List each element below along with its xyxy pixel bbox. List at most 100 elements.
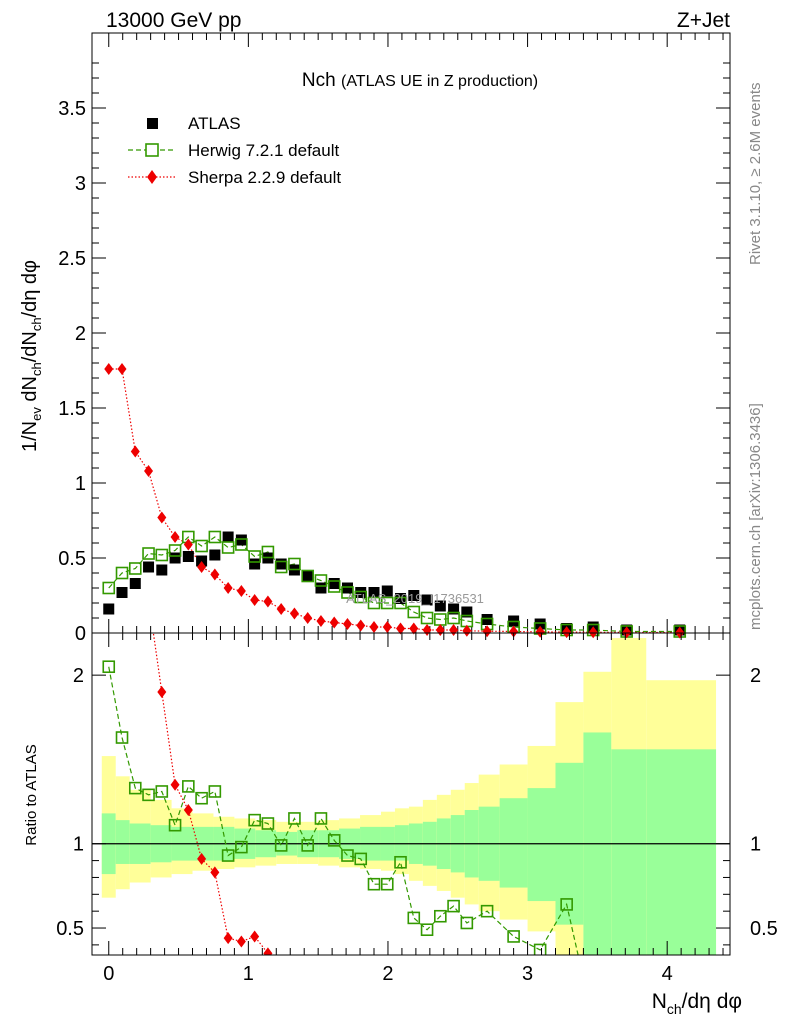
ratio-herwig-point [102, 660, 116, 674]
sherpa-point [170, 531, 180, 543]
herwig-point [354, 590, 368, 604]
herwig-point [168, 544, 182, 557]
ratio-herwig-point [221, 849, 235, 862]
ratio-herwig-point [235, 840, 248, 854]
atlas-point [421, 594, 433, 606]
atlas-point [534, 618, 546, 630]
herwig-point [367, 596, 381, 610]
sherpa-point [183, 538, 193, 551]
ratio-herwig-point [261, 817, 275, 830]
atlas-point [235, 534, 247, 546]
atlas-point [341, 582, 353, 594]
herwig-line [108, 536, 680, 633]
herwig-point [380, 596, 394, 610]
main-panel: 0 0.5 1 1.5 2 2.5 3 3.5 [58, 32, 731, 645]
band-inner [394, 825, 409, 861]
herwig-point [195, 539, 208, 553]
herwig-point [274, 560, 288, 574]
ratio-xtick-label: 4 [662, 963, 673, 985]
atlas-point [368, 587, 380, 598]
atlas-point [222, 531, 234, 543]
herwig-point [288, 557, 301, 571]
ratio-herwig-point [168, 818, 182, 832]
main-ytick-label: 3.5 [58, 98, 86, 120]
sherpa-point [276, 603, 286, 615]
ratio-xtick-label: 1 [243, 963, 254, 985]
mcplots-label: mcplots.cern.ch [arXiv:1306.3436] [747, 403, 764, 630]
legend-marker-herwig [145, 143, 159, 157]
sherpa-point [223, 582, 233, 594]
ratio-herwig-point [460, 916, 474, 930]
sherpa-point [509, 625, 519, 638]
ratio-herwig-point [407, 911, 421, 925]
rivet-label: Rivet 3.1.10, ≥ 2.6M events [747, 83, 764, 266]
herwig-point [447, 611, 460, 625]
ratio-ytick-label: 2 [73, 665, 84, 687]
sherpa-point [210, 568, 220, 581]
sherpa-point [535, 625, 545, 638]
plot-title-sub: (ATLAS UE in Z production) [341, 73, 538, 90]
atlas-point [461, 606, 473, 618]
sherpa-point [342, 618, 352, 630]
herwig-point [235, 538, 248, 551]
ratio-herwig-point [420, 923, 434, 937]
sherpa-point [250, 594, 260, 606]
legend-marker-atlas [147, 118, 158, 129]
atlas-point [116, 587, 128, 598]
herwig-point [155, 548, 169, 562]
ratio-xtick-label: 2 [382, 963, 393, 985]
sherpa-point [588, 626, 598, 639]
herwig-point [327, 580, 341, 593]
ratio-herwig-point [447, 899, 460, 913]
main-ytick-label: 0 [75, 623, 86, 645]
band-inner [499, 798, 528, 888]
atlas-point [249, 558, 261, 570]
herwig-point [407, 605, 421, 619]
ratio-herwig-point [115, 731, 129, 744]
ratio-sherpa-line [152, 633, 269, 954]
ratio-panel: 0.5 0.5 1 1 2 2 0 1 2 3 4 [56, 632, 778, 985]
band-inner [115, 820, 130, 864]
ratio-sherpa-point [210, 866, 220, 879]
herwig-point [142, 547, 155, 560]
sherpa-point [144, 465, 154, 477]
ratio-sherpa-point [183, 804, 193, 817]
legend-label-herwig: Herwig 7.2.1 default [188, 141, 339, 160]
sherpa-point [382, 621, 392, 633]
ratio-ytick-label-right: 2 [750, 665, 761, 687]
main-ytick-label: 3 [75, 173, 86, 195]
ratio-herwig-point [142, 788, 155, 802]
atlas-point [103, 603, 115, 615]
sherpa-point [289, 607, 299, 620]
ratio-herwig-point [195, 791, 208, 805]
herwig-point [102, 581, 116, 595]
ratio-sherpa-point [197, 852, 207, 865]
ratio-herwig-point [380, 877, 394, 891]
band-inner [611, 749, 647, 955]
ratio-herwig-point [128, 781, 142, 795]
ratio-herwig-point [533, 943, 547, 955]
ratio-series-group [102, 633, 579, 955]
ratio-xtick-label: 3 [522, 963, 533, 985]
ratio-herwig-point [327, 834, 341, 847]
ratio-ytick-label-right: 1 [750, 834, 761, 856]
atlas-point [434, 600, 446, 612]
sherpa-point [157, 511, 167, 524]
herwig-point [115, 566, 129, 580]
atlas-point [156, 564, 168, 576]
sherpa-point [369, 621, 379, 633]
ratio-herwig-point [480, 904, 494, 918]
herwig-point [128, 562, 142, 575]
ratio-herwig-point [274, 839, 288, 852]
main-ytick-label: 1 [75, 473, 86, 495]
ratio-sherpa-point [263, 947, 273, 955]
ratio-herwig-point [288, 812, 301, 825]
ratio-sherpa-point [170, 778, 180, 791]
atlas-point [129, 578, 141, 589]
herwig-point [314, 574, 328, 587]
plot-title-main: Nch [302, 70, 336, 91]
sherpa-point [303, 612, 313, 624]
ratio-herwig-point [434, 909, 447, 923]
atlas-point [302, 570, 314, 582]
